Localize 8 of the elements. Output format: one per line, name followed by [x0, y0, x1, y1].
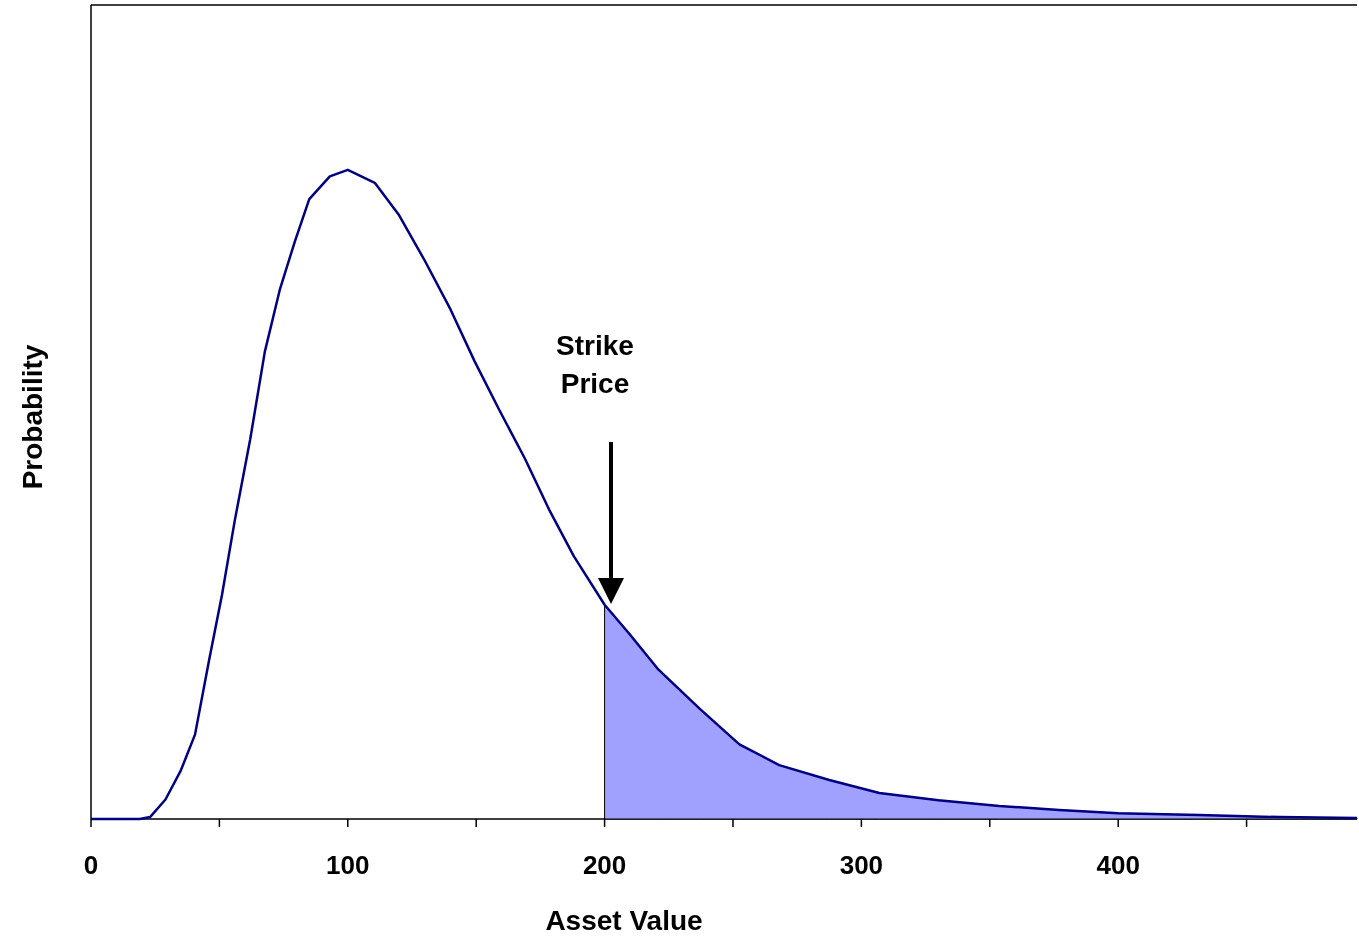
x-tick-label: 100 [326, 850, 370, 880]
annotation: Strike Price [556, 330, 634, 399]
x-tick-label: 400 [1096, 850, 1140, 880]
x-tick-label: 200 [582, 850, 627, 880]
y-axis-title: Probability [17, 344, 48, 490]
x-axis-title: Asset Value [545, 905, 703, 936]
x-tick-label: 300 [839, 850, 884, 880]
x-tick-label: 0 [83, 850, 99, 880]
